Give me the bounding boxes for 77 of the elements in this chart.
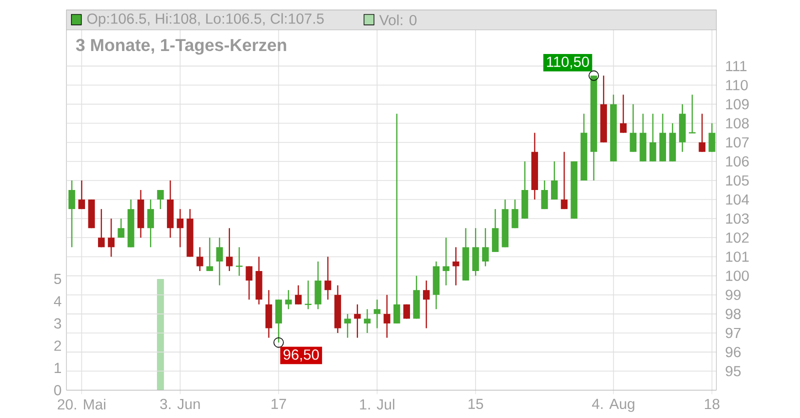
candlestick: [68, 180, 76, 248]
candlestick: [551, 160, 558, 200]
candlestick: [235, 246, 244, 276]
candlestick: [708, 122, 716, 152]
candlestick: [393, 113, 400, 324]
candlestick: [374, 299, 380, 329]
x-tick-label: 4. Aug: [592, 398, 634, 412]
text: Vol: 0: [379, 14, 417, 26]
candlestick: [78, 180, 86, 210]
y-tick-label: 101: [726, 252, 749, 262]
candlestick: [157, 189, 164, 210]
y-tick-label: 99: [726, 290, 741, 300]
y2-tick-label: 5: [54, 274, 62, 284]
candlestick: [512, 198, 518, 229]
candlestick: [650, 113, 656, 162]
candlestick: [324, 256, 332, 300]
candlestick: [620, 94, 627, 134]
candlestick: [688, 94, 696, 134]
candlestick: [275, 299, 282, 344]
candlestick: [560, 151, 568, 210]
text: Op:106.5, Hi:108, Lo:106.5, Cl:107.5: [87, 13, 324, 27]
candlestick: [294, 284, 302, 305]
candlestick: [492, 208, 499, 253]
candlestick: [452, 246, 460, 286]
annotation: 96,50: [284, 349, 319, 362]
y-tick-label: 109: [726, 99, 749, 110]
candlestick: [344, 313, 351, 338]
candlestick: [541, 180, 548, 210]
y-tick-label: 108: [726, 118, 749, 128]
candlestick: [364, 308, 371, 334]
y2-tick-label: 3: [54, 318, 62, 329]
x-tick-label: 1. Jul: [360, 398, 394, 410]
candlestick: [108, 218, 115, 258]
candlestick: [206, 237, 214, 272]
candlestick: [423, 280, 430, 329]
y2-tick-label: 2: [54, 340, 61, 351]
y-tick-label: 110: [726, 80, 748, 90]
candlestick: [265, 289, 272, 338]
chart-title: 3 Monate, 1-Tages-Kerzen: [76, 38, 286, 55]
candlestick: [472, 228, 479, 276]
candlestick: [226, 228, 233, 272]
y-tick-label: 102: [726, 232, 749, 243]
x-tick-label: 3. Jun: [160, 398, 200, 410]
candlestick: [442, 237, 450, 286]
candlestick: [285, 289, 292, 310]
candlestick: [98, 208, 105, 248]
y-tick-label: 107: [726, 137, 749, 148]
y2-tick-label: 1: [54, 362, 62, 373]
candlestick: [196, 246, 204, 272]
candlestick: [147, 198, 154, 248]
y2-tick-label: 0: [54, 385, 62, 396]
candlestick: [698, 113, 706, 152]
x-tick-label: 15: [468, 398, 484, 410]
candlestick: [482, 228, 489, 267]
candlestick: [630, 104, 637, 152]
y-tick-label: 111: [726, 61, 747, 72]
annotation: 110,50: [547, 56, 589, 69]
x-tick-label: 17: [272, 398, 286, 409]
y-tick-label: 105: [726, 175, 749, 186]
y-tick-label: 97: [726, 328, 741, 338]
x-tick-label: 18: [704, 398, 720, 410]
candlestick: [246, 266, 252, 300]
x-tick-label: 20. Mai: [58, 398, 106, 410]
candlestick: [354, 304, 361, 338]
y-tick-label: 100: [726, 270, 749, 281]
y-tick-label: 104: [726, 194, 749, 205]
y-tick-label: 95: [726, 366, 741, 376]
y-tick-label: 106: [726, 156, 749, 167]
candlestick: [216, 237, 223, 286]
candlestick: [176, 208, 184, 248]
y-tick-label: 98: [726, 308, 741, 320]
candlestick: [314, 260, 322, 310]
candlestick: [384, 294, 390, 338]
y2-tick-label: 4: [54, 296, 62, 306]
candlestick: [118, 218, 124, 238]
y-tick-label: 96: [726, 346, 741, 358]
y-tick-label: 103: [726, 213, 749, 224]
